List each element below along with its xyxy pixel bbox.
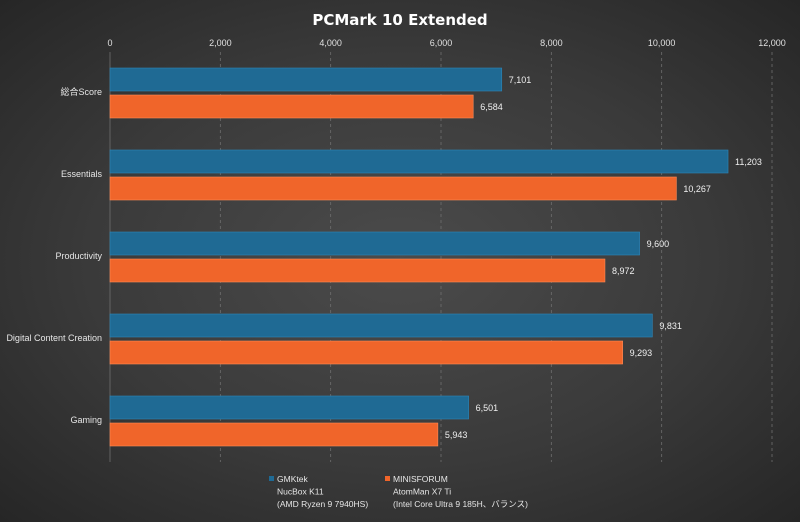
category-label: Productivity (55, 251, 102, 261)
bar (109, 422, 439, 447)
bar (109, 67, 503, 92)
data-label: 9,293 (630, 348, 653, 358)
legend-label: (Intel Core Ultra 9 185H、バランス) (393, 499, 528, 509)
legend-swatch (269, 476, 274, 481)
legend-label: NucBox K11 (277, 487, 324, 497)
data-label: 9,600 (647, 239, 670, 249)
category-label: Gaming (70, 415, 102, 425)
legend-label: (AMD Ryzen 9 7940HS) (277, 499, 368, 509)
data-label: 5,943 (445, 430, 468, 440)
data-label: 11,203 (735, 157, 762, 167)
legend-label: MINISFORUM (393, 474, 448, 484)
bar (109, 258, 606, 283)
legend: GMKtek NucBox K11 (AMD Ryzen 9 7940HS) MINI… (269, 474, 528, 509)
data-label: 6,501 (476, 403, 499, 413)
data-label: 6,584 (480, 102, 503, 112)
category-label: Digital Content Creation (6, 333, 102, 343)
bar (109, 231, 640, 256)
bars: 7,101 6,584 11,203 10,267 9,600 8,972 9,831 9,2… (109, 67, 762, 447)
x-tick-label: 10,000 (648, 38, 676, 48)
x-axis-tick-labels: 0 2,000 4,000 6,000 8,000 10,000 12,000 (107, 38, 785, 48)
grid-lines (109, 52, 773, 462)
data-label: 9,831 (659, 321, 682, 331)
legend-swatch (385, 476, 390, 481)
category-label: Essentials (61, 169, 103, 179)
chart-title: PCMark 10 Extended (312, 11, 487, 29)
category-label: 総合Score (60, 86, 102, 97)
bar (109, 340, 623, 365)
x-tick-label: 6,000 (430, 38, 453, 48)
legend-label: AtomMan X7 Ti (393, 487, 451, 497)
x-tick-label: 8,000 (540, 38, 563, 48)
data-label: 8,972 (612, 266, 635, 276)
data-label: 10,267 (683, 184, 711, 194)
bar (109, 313, 653, 338)
bar (109, 176, 677, 201)
x-tick-label: 2,000 (209, 38, 232, 48)
bar (109, 94, 474, 119)
x-tick-label: 4,000 (319, 38, 342, 48)
bar (109, 149, 729, 174)
x-tick-label: 12,000 (758, 38, 786, 48)
legend-label: GMKtek (277, 474, 308, 484)
bar (109, 395, 469, 420)
x-tick-label: 0 (107, 38, 112, 48)
category-labels: 総合Score Essentials Productivity Digital Con… (6, 86, 102, 425)
data-label: 7,101 (509, 75, 532, 85)
